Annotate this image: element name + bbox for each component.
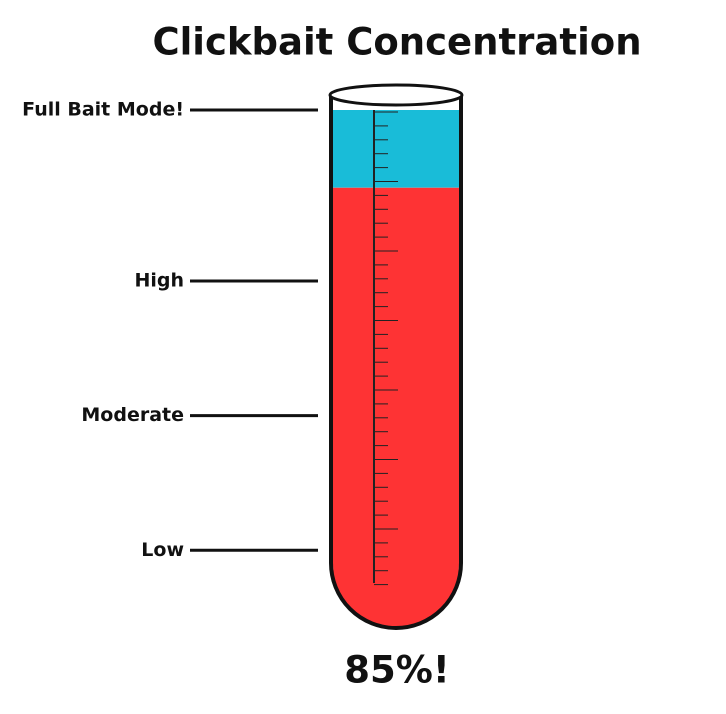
level-label: Full Bait Mode!: [22, 99, 184, 121]
tube-rim: [328, 83, 464, 107]
fill-level: [333, 187, 459, 628]
empty-region: [333, 110, 459, 188]
level-label: Low: [141, 539, 184, 561]
level-label: Moderate: [81, 404, 184, 426]
chart-title: Clickbait Concentration: [152, 21, 641, 64]
value-label: 85%!: [344, 649, 449, 692]
tube-outline: [329, 95, 463, 630]
level-label: High: [134, 269, 184, 291]
